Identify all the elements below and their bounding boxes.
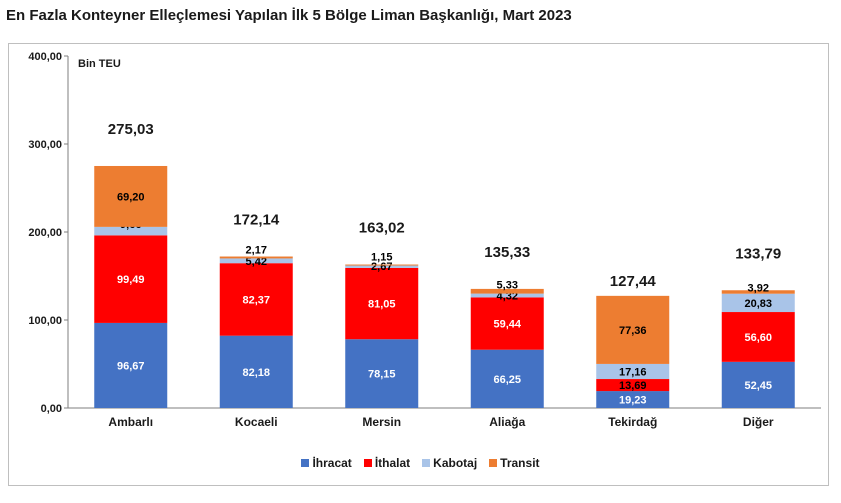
bar-segment <box>219 335 293 408</box>
bar-segment <box>721 361 795 408</box>
data-label: 99,49 <box>117 274 145 286</box>
data-label: 69,20 <box>117 191 145 203</box>
data-label: 19,23 <box>619 395 647 407</box>
data-label: 1,15 <box>371 252 392 264</box>
bar-segment <box>596 379 670 392</box>
legend-swatch <box>489 459 498 467</box>
legend-item: Transit <box>489 456 540 470</box>
bar-segment <box>345 264 419 266</box>
category-label: Diğer <box>743 415 774 429</box>
data-label: 17,16 <box>619 366 647 378</box>
bar-segment <box>470 349 544 408</box>
legend-label: İhracat <box>312 456 352 470</box>
category-label: Kocaeli <box>235 415 278 429</box>
data-label: 3,92 <box>748 282 769 294</box>
total-label: 127,44 <box>610 273 657 290</box>
legend-item: İhracat <box>301 456 352 470</box>
total-label: 275,03 <box>108 121 154 138</box>
y-tick-label: 400,00 <box>28 51 62 63</box>
category-label: Tekirdağ <box>608 415 657 429</box>
bar-segment <box>219 258 293 264</box>
legend-swatch <box>422 459 431 467</box>
y-tick-label: 0,00 <box>41 403 62 415</box>
legend-label: İthalat <box>374 456 411 470</box>
legend: İhracat İthalat Kabotaj Transit <box>0 456 841 470</box>
data-label: 82,18 <box>242 367 270 379</box>
data-label: 77,36 <box>619 325 647 337</box>
unit-label: Bin TEU <box>78 58 121 70</box>
bar-segment <box>596 295 670 364</box>
y-tick-label: 200,00 <box>28 227 62 239</box>
legend-swatch <box>301 459 310 467</box>
legend-item: Kabotaj <box>422 456 477 470</box>
bar-segment <box>596 363 670 380</box>
data-label: 52,45 <box>744 380 772 392</box>
bar-segment <box>470 297 544 350</box>
data-label: 56,60 <box>744 332 772 344</box>
bar-segment <box>94 226 168 236</box>
data-label: 66,25 <box>493 374 521 386</box>
bar-segment <box>219 256 293 259</box>
bar-segment <box>94 235 168 323</box>
bar-segment <box>596 391 670 408</box>
legend-label: Transit <box>500 456 540 470</box>
page-title: En Fazla Konteyner Elleçlemesi Yapılan İ… <box>6 7 572 24</box>
legend-swatch <box>363 459 372 467</box>
data-label: 81,05 <box>368 299 396 311</box>
data-label: 5,33 <box>497 280 518 292</box>
total-label: 133,79 <box>735 245 781 262</box>
legend-item: İthalat <box>363 456 411 470</box>
data-label: 96,67 <box>117 360 145 372</box>
data-label: 59,44 <box>493 319 521 331</box>
data-label: 5,42 <box>246 256 267 268</box>
data-label: 20,83 <box>744 298 772 310</box>
category-label: Ambarlı <box>108 415 153 429</box>
bar-segment <box>721 290 795 294</box>
data-label: 2,67 <box>371 261 392 273</box>
bar-segment <box>94 322 168 408</box>
category-label: Aliağa <box>489 415 525 429</box>
y-tick-label: 300,00 <box>28 139 62 151</box>
bar-segment <box>219 263 293 336</box>
bar-segment <box>345 339 419 408</box>
data-label: 13,69 <box>619 380 647 392</box>
category-label: Mersin <box>362 415 401 429</box>
bar-segment <box>345 267 419 340</box>
bar-segment <box>94 165 168 227</box>
legend-label: Kabotaj <box>433 456 478 470</box>
total-label: 135,33 <box>484 244 530 261</box>
data-label: 2,17 <box>246 244 267 256</box>
bar-segment <box>345 265 419 268</box>
total-label: 163,02 <box>359 220 405 237</box>
bar-segment <box>470 288 544 294</box>
y-tick-label: 100,00 <box>28 315 62 327</box>
bar-segment <box>470 293 544 298</box>
data-label: 82,37 <box>242 294 270 306</box>
chart-frame <box>8 43 829 486</box>
total-label: 172,14 <box>233 212 280 229</box>
data-label: 78,15 <box>368 369 396 381</box>
bar-segment <box>721 312 795 362</box>
bar-segment <box>721 293 795 313</box>
